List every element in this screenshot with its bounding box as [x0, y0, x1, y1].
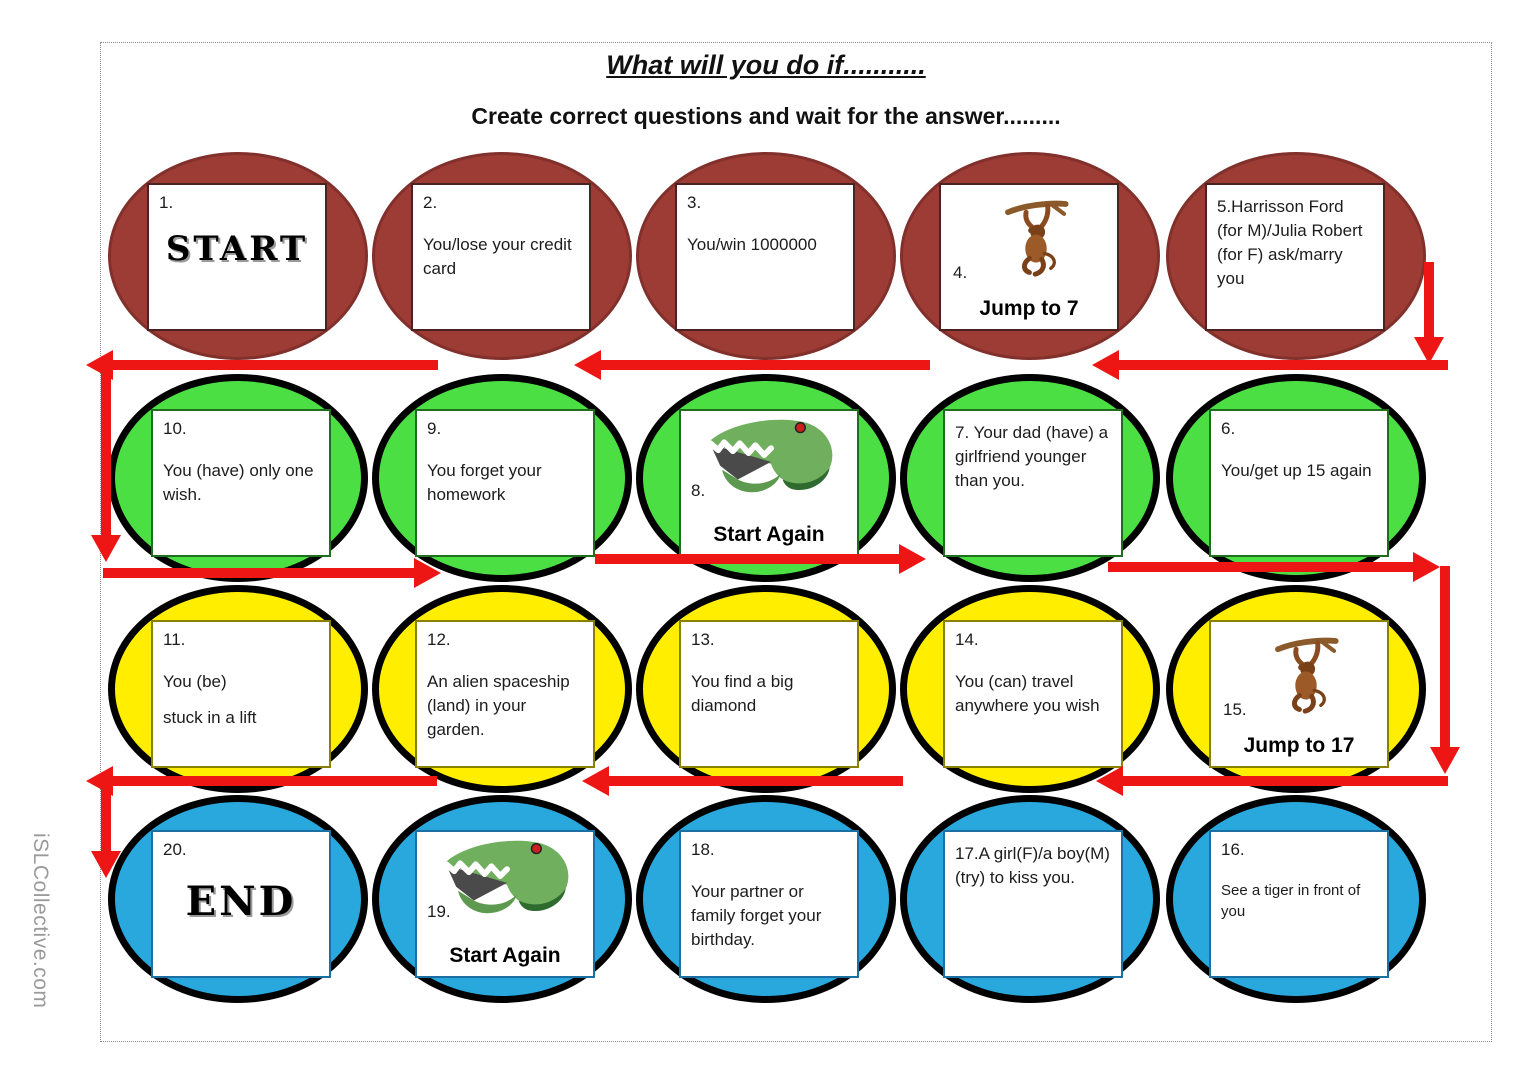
cell-number: 14. [955, 630, 979, 649]
cell-text: You find a big diamond [691, 672, 794, 716]
cell-number: 6. [1221, 419, 1236, 438]
path-arrow-row1-mid [574, 350, 930, 380]
path-arrow-row2-mid [595, 544, 926, 574]
cell-number: 4. [953, 263, 968, 282]
board-cell-6: 6. You/get up 15 again [1166, 374, 1426, 582]
board-cell-1: 1. START [108, 152, 368, 360]
crocodile-icon [443, 840, 569, 914]
cell-card: 4. Jump to 7 [939, 183, 1119, 331]
board-cell-13: 13. You find a big diamond [636, 585, 896, 793]
path-arrow-down-left-1 [91, 364, 121, 562]
path-arrow-down-right-1 [1414, 262, 1444, 364]
board-cell-9: 9. You forget your homework [372, 374, 632, 582]
cell-number: 2. [423, 193, 438, 212]
board-cell-7: 7. Your dad (have) a girlfriend younger … [900, 374, 1160, 582]
cell-card: 18. Your partner or family forget your b… [679, 830, 859, 978]
cell-number: 11. [163, 630, 186, 649]
path-arrow-row3-mid [582, 766, 903, 796]
cell-number: 15. [1223, 700, 1247, 719]
cell-text: See a tiger in front of you [1221, 882, 1361, 921]
cell-action: Start Again [449, 944, 561, 967]
board-cell-15: 15. Jump to 17 [1166, 585, 1426, 793]
board-cell-17: 17.A girl(F)/a boy(M) (try) to kiss you. [900, 795, 1160, 1003]
cell-number: 16. [1221, 840, 1245, 859]
cell-text: An alien spaceship (land) in your garden… [427, 672, 570, 740]
path-arrow-row1-right [1092, 350, 1448, 380]
cell-text: 7. Your dad (have) a girlfriend younger … [955, 423, 1109, 491]
path-arrow-row1-left [86, 350, 438, 380]
cell-number: 19. [427, 902, 451, 921]
cell-text: You (have) only one wish. [163, 461, 314, 505]
cell-card: 6. You/get up 15 again [1209, 409, 1389, 557]
cell-text: 5.Harrisson Ford (for M)/Julia Robert (f… [1217, 197, 1363, 289]
path-arrow-row3-right [1096, 766, 1448, 796]
cell-card: 20. END [151, 830, 331, 978]
board-cell-4: 4. Jump to 7 [900, 152, 1160, 360]
cell-number: 13. [691, 630, 715, 649]
path-arrow-down-left-2 [91, 780, 121, 878]
cell-action: Jump to 7 [979, 297, 1079, 320]
board-cell-19: 19. Start Again [372, 795, 632, 1003]
board-cell-20: 20. END [108, 795, 368, 1003]
cell-text: You/win 1000000 [687, 235, 817, 254]
board-cell-14: 14. You (can) travel anywhere you wish [900, 585, 1160, 793]
cell-number: 1. [159, 193, 174, 212]
start-label: START [165, 229, 309, 269]
board-cell-8: 8. Start Again [636, 374, 896, 582]
cell-card: 11. You (be) stuck in a lift [151, 620, 331, 768]
board-cell-10: 10. You (have) only one wish. [108, 374, 368, 582]
board-cell-18: 18. Your partner or family forget your b… [636, 795, 896, 1003]
cell-number: 8. [691, 481, 706, 500]
cell-text: You forget your homework [427, 461, 542, 505]
cell-card: 14. You (can) travel anywhere you wish [943, 620, 1123, 768]
cell-number: 3. [687, 193, 702, 212]
cell-card: 3. You/win 1000000 [675, 183, 855, 331]
path-arrow-row2-left [103, 558, 441, 588]
cell-text: You (be) [163, 672, 227, 691]
cell-card: 17.A girl(F)/a boy(M) (try) to kiss you. [943, 830, 1123, 978]
cell-action: Start Again [713, 523, 825, 546]
cell-card: 19. Start Again [415, 830, 595, 978]
monkey-icon [1275, 637, 1339, 714]
cell-card: 15. Jump to 17 [1209, 620, 1389, 768]
cell-text: Your partner or family forget your birth… [691, 882, 822, 950]
cell-text: 17.A girl(F)/a boy(M) (try) to kiss you. [955, 844, 1110, 888]
cell-text: You/lose your credit card [423, 235, 572, 279]
board-cell-3: 3. You/win 1000000 [636, 152, 896, 360]
cell-number: 10. [163, 419, 187, 438]
cell-card: 12. An alien spaceship (land) in your ga… [415, 620, 595, 768]
cell-card: 9. You forget your homework [415, 409, 595, 557]
cell-card: 16. See a tiger in front of you [1209, 830, 1389, 978]
board-cell-16: 16. See a tiger in front of you [1166, 795, 1426, 1003]
board-cell-12: 12. An alien spaceship (land) in your ga… [372, 585, 632, 793]
path-arrow-row3-left [86, 766, 437, 796]
board-cell-5: 5.Harrisson Ford (for M)/Julia Robert (f… [1166, 152, 1426, 360]
cell-text: You/get up 15 again [1221, 461, 1372, 480]
cell-number: 9. [427, 419, 442, 438]
page-subtitle: Create correct questions and wait for th… [471, 103, 1061, 129]
cell-number: 12. [427, 630, 451, 649]
cell-card: 10. You (have) only one wish. [151, 409, 331, 557]
end-label: END [185, 878, 297, 925]
cell-card: 2. You/lose your credit card [411, 183, 591, 331]
cell-card: 1. START [147, 183, 327, 331]
cell-action: Jump to 17 [1243, 734, 1355, 757]
cell-number: 18. [691, 840, 715, 859]
cell-card: 7. Your dad (have) a girlfriend younger … [943, 409, 1123, 557]
monkey-icon [1005, 200, 1069, 277]
board-cell-11: 11. You (be) stuck in a lift [108, 585, 368, 793]
cell-text: You (can) travel anywhere you wish [955, 672, 1100, 716]
cell-number: 20. [163, 840, 187, 859]
board-cell-2: 2. You/lose your credit card [372, 152, 632, 360]
path-arrow-row2-right [1108, 552, 1440, 582]
crocodile-icon [707, 419, 833, 493]
cell-text-2: stuck in a lift [163, 708, 257, 728]
path-arrow-down-right-2 [1430, 566, 1460, 774]
cell-card: 8. Start Again [679, 409, 859, 557]
cell-card: 5.Harrisson Ford (for M)/Julia Robert (f… [1205, 183, 1385, 331]
page-title: What will you do if........... [606, 50, 926, 80]
watermark-text: iSLCollective.com [29, 833, 52, 1009]
cell-card: 13. You find a big diamond [679, 620, 859, 768]
